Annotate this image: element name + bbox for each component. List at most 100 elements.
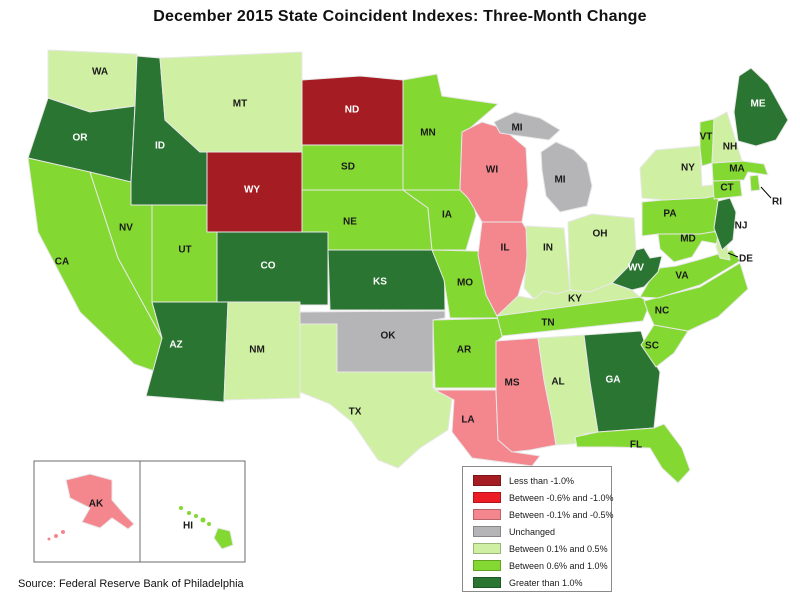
state-ID-label: ID bbox=[155, 141, 165, 152]
state-MI-label: MI bbox=[554, 175, 565, 186]
state-PA-shape bbox=[641, 194, 725, 237]
state-KY-label: KY bbox=[568, 294, 582, 305]
state-IA-label: IA bbox=[442, 210, 452, 221]
state-AZ-label: AZ bbox=[169, 340, 182, 351]
state-NC-label: NC bbox=[655, 306, 669, 317]
state-AK-shape bbox=[65, 473, 135, 530]
state-NY-label: NY bbox=[681, 163, 695, 174]
legend-swatch bbox=[473, 526, 501, 537]
state-PA-label: PA bbox=[663, 209, 676, 220]
state-WI-shape bbox=[459, 121, 529, 223]
state-AK-island bbox=[61, 530, 65, 534]
state-AR-label: AR bbox=[457, 345, 472, 356]
state-WV-shape bbox=[611, 247, 663, 291]
state-MI-label: MI bbox=[511, 123, 522, 134]
ri-leader-line bbox=[760, 186, 772, 199]
state-WI-label: WI bbox=[486, 165, 498, 176]
state-FL-label: FL bbox=[630, 440, 642, 451]
state-CT-label: CT bbox=[720, 183, 733, 194]
state-ND-label: ND bbox=[345, 105, 359, 116]
state-VA-label: VA bbox=[675, 271, 688, 282]
state-CO-shape bbox=[216, 231, 329, 306]
state-TX-label: TX bbox=[349, 407, 362, 418]
state-UT-label: UT bbox=[178, 245, 191, 256]
state-HI-island bbox=[200, 517, 206, 523]
legend-label: Greater than 1.0% bbox=[509, 577, 583, 588]
state-RI-label: RI bbox=[772, 197, 782, 208]
state-NC-shape bbox=[643, 262, 749, 332]
state-LA-label: LA bbox=[461, 415, 474, 426]
state-labels-layer: WA OR CA NV ID MT WY UT CO AZ NM ND SD NE KS OK TX MN IA MO… bbox=[55, 67, 782, 532]
state-GA-label: GA bbox=[606, 375, 621, 386]
legend: Less than -1.0% Between -0.6% and -1.0% Be… bbox=[462, 466, 614, 592]
legend-swatch bbox=[473, 492, 501, 503]
state-TN-label: TN bbox=[541, 318, 554, 329]
state-AK-label: AK bbox=[89, 499, 104, 510]
state-SC-label: SC bbox=[645, 341, 659, 352]
state-HI-island bbox=[179, 506, 183, 510]
source-note: Source: Federal Reserve Bank of Philadel… bbox=[18, 578, 244, 590]
state-OK-label: OK bbox=[381, 331, 397, 342]
state-TN-shape bbox=[496, 296, 651, 337]
legend-label: Between -0.1% and -0.5% bbox=[509, 509, 614, 520]
legend-swatch bbox=[473, 577, 501, 588]
state-HI-shape bbox=[213, 527, 234, 550]
state-HI-island bbox=[187, 511, 191, 515]
states-layer bbox=[27, 49, 789, 550]
state-MT-label: MT bbox=[233, 99, 247, 110]
state-CO-label: CO bbox=[261, 261, 276, 272]
legend-label: Between -0.6% and -1.0% bbox=[509, 492, 614, 503]
state-NJ-shape bbox=[713, 197, 737, 251]
state-TX-shape bbox=[299, 323, 453, 469]
state-MN-label: MN bbox=[420, 128, 436, 139]
state-IN-shape bbox=[523, 225, 571, 300]
state-HI-island bbox=[194, 514, 198, 518]
legend-item: Less than -1.0% bbox=[463, 472, 611, 489]
state-MS-label: MS bbox=[505, 378, 520, 389]
legend-label: Unchanged bbox=[509, 526, 556, 537]
legend-item: Between -0.6% and -1.0% bbox=[463, 489, 614, 506]
state-VT-label: VT bbox=[700, 132, 713, 143]
state-WA-label: WA bbox=[92, 67, 108, 78]
state-AZ-shape bbox=[145, 301, 229, 403]
state-RI-shape bbox=[749, 174, 761, 192]
legend-label: Between 0.6% and 1.0% bbox=[509, 560, 608, 571]
state-AL-label: AL bbox=[551, 377, 564, 388]
hawaii-inset-box bbox=[139, 460, 246, 563]
state-SD-label: SD bbox=[341, 162, 355, 173]
legend-item: Unchanged bbox=[463, 523, 611, 540]
legend-item: Between 0.6% and 1.0% bbox=[463, 557, 611, 574]
state-MO-label: MO bbox=[457, 278, 473, 289]
state-HI-island bbox=[207, 522, 211, 526]
state-OR-label: OR bbox=[73, 133, 89, 144]
state-NE-label: NE bbox=[343, 217, 357, 228]
state-FL-shape bbox=[574, 423, 691, 484]
legend-item: Between -0.1% and -0.5% bbox=[463, 506, 614, 523]
legend-label: Less than -1.0% bbox=[509, 475, 575, 486]
de-leader-line bbox=[727, 252, 739, 258]
state-ME-label: ME bbox=[751, 99, 766, 110]
state-IL-label: IL bbox=[501, 243, 510, 254]
state-NH-shape bbox=[711, 111, 743, 164]
legend-label: Between 0.1% and 0.5% bbox=[509, 543, 608, 554]
state-AK-island bbox=[54, 534, 58, 538]
state-ME-shape bbox=[733, 67, 789, 147]
state-NJ-label: NJ bbox=[735, 221, 748, 232]
state-MD-label: MD bbox=[680, 234, 696, 245]
legend-swatch bbox=[473, 560, 501, 571]
state-WY-label: WY bbox=[244, 185, 260, 196]
state-IN-label: IN bbox=[543, 243, 553, 254]
page-title: December 2015 State Coincident Indexes: … bbox=[153, 8, 647, 25]
state-KS-shape bbox=[327, 249, 446, 311]
state-NH-label: NH bbox=[723, 142, 737, 153]
state-CA-label: CA bbox=[55, 257, 69, 268]
state-AK-island bbox=[47, 537, 51, 541]
state-MI-shape bbox=[493, 111, 561, 141]
state-KS-label: KS bbox=[373, 277, 387, 288]
state-NV-label: NV bbox=[119, 223, 133, 234]
legend-item: Greater than 1.0% bbox=[463, 574, 611, 591]
state-MA-shape bbox=[711, 160, 769, 182]
state-NM-label: NM bbox=[249, 345, 265, 356]
